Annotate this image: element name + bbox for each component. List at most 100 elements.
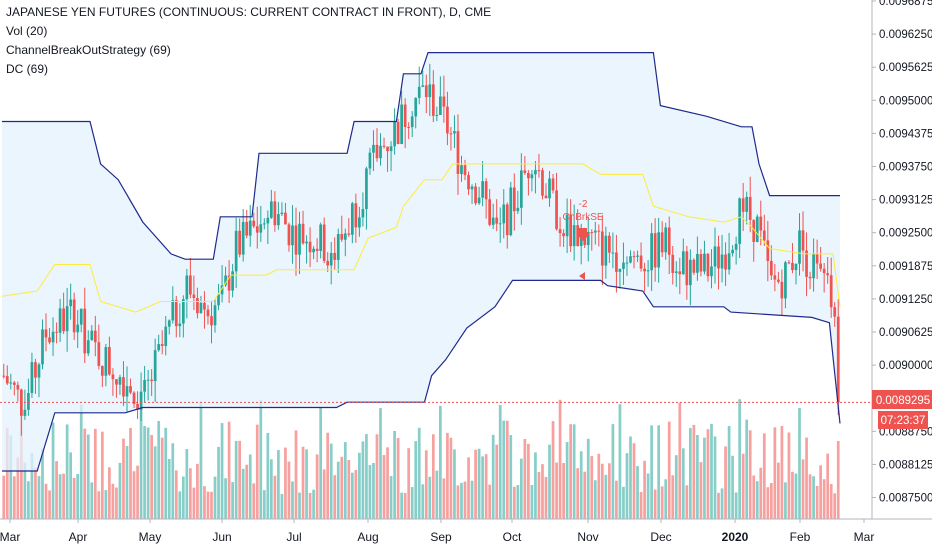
candle [192,275,196,311]
volume-bar [100,431,104,519]
candle [72,292,76,340]
volume-bar [748,430,752,519]
candle [343,228,347,257]
volume-bar [269,459,273,519]
candle [773,263,777,292]
candle [491,203,495,229]
volume-bar [431,434,435,519]
y-tick-label: 0.0096250 [879,29,932,41]
volume-bar [213,476,217,519]
volume-bar [759,467,763,519]
volume-bar [769,482,773,519]
candle [456,114,460,195]
volume-bar [410,487,414,519]
volume-bar [129,427,132,519]
volume-bar [523,439,527,519]
candle [277,202,280,230]
volume-bar [280,493,284,519]
candle [826,257,830,284]
candle [805,232,808,297]
candle [104,343,108,387]
candle [688,249,692,306]
candle [9,373,13,390]
candle [608,232,611,264]
candle [463,159,467,181]
volume-bar [424,450,428,519]
volume-bar [681,448,685,519]
candle [519,153,523,225]
candle [632,251,636,269]
candle [178,303,182,338]
candle [298,211,301,274]
volume-bar [826,453,830,519]
candle [551,173,555,194]
volume-bar [509,435,513,519]
time-axis[interactable]: Mar Apr May Jun Jul Aug Sep Oct Nov Dec 2020 Feb Mar [0,519,874,544]
price-axis[interactable]: 0.0096875 0.0096250 0.0095625 0.0095000 0.00… [872,0,932,505]
candle [470,184,474,204]
x-tick-label: Sep [430,530,452,544]
candle [717,235,720,290]
time-axis-bg [0,519,932,550]
legend-strategy[interactable]: ChannelBreakOutStrategy (69) [6,43,171,57]
volume-bar [643,460,646,519]
candle [442,75,446,123]
candle [572,204,576,261]
candle [160,330,164,355]
candle [196,287,199,319]
volume-bar [498,405,502,519]
volume-bar [343,442,347,519]
volume-bar [139,407,143,519]
candle [361,192,365,227]
x-tick-label: Apr [69,530,88,544]
volume-bar [569,424,573,519]
candle [16,381,20,402]
candle [731,245,734,257]
volume-bar [548,444,551,519]
candle [622,242,625,285]
candle [569,199,573,253]
candle [618,268,622,289]
candle [819,247,822,272]
candle [245,209,249,239]
legend-vol[interactable]: Vol (20) [6,24,48,38]
volume-bar [766,487,770,519]
volume-bar [90,482,94,519]
x-tick-label: Feb [790,530,811,544]
candle [738,197,742,259]
candle [762,214,766,246]
volume-bar [358,452,361,519]
candle [255,206,259,249]
candle [358,206,361,237]
candle [167,319,171,335]
x-tick-label: Dec [650,530,671,544]
volume-bar [79,404,83,519]
candle [252,212,256,229]
x-tick-label: Mar [0,530,20,544]
candle [139,372,143,421]
volume-bar [664,479,668,519]
volume-bar [118,462,122,519]
candle [646,260,650,287]
y-tick-label: 0.0095625 [879,62,932,74]
volume-bar [379,408,382,519]
candle [153,338,157,403]
volume-bar [146,427,150,519]
volume-bar [16,457,20,519]
volume-bar [660,486,664,519]
candle [5,365,9,386]
volume-bar [562,462,565,519]
candle [664,222,668,260]
volume-bar [428,476,432,519]
signal-marker[interactable]: -2 ChBrkSE [562,199,604,280]
volume-bar [192,487,196,519]
legend-symbol-title[interactable]: JAPANESE YEN FUTURES (CONTINUOUS: CURREN… [6,5,492,19]
candle [326,252,330,273]
legend-dc[interactable]: DC (69) [6,62,49,76]
candle [692,258,696,275]
volume-bar [234,440,238,519]
candle [699,249,703,277]
candle [833,302,837,327]
volume-bar [375,434,379,519]
